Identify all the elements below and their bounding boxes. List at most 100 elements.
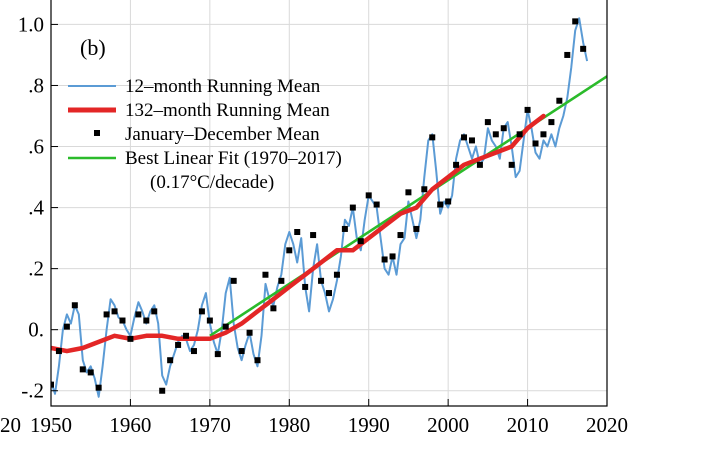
y-tick-label-0.8: .8 — [28, 73, 44, 97]
marker-annual-mean-2013 — [548, 119, 555, 126]
plot-frame — [50, 0, 608, 407]
marker-annual-mean-2000 — [445, 198, 452, 205]
marker-annual-mean-1958 — [111, 308, 118, 315]
x-tick-label-1980: 1980 — [268, 413, 310, 437]
marker-annual-mean-2011 — [532, 140, 539, 147]
marker-annual-mean-1972 — [222, 323, 229, 330]
marker-annual-mean-2009 — [516, 131, 523, 138]
marker-annual-mean-1969 — [198, 308, 205, 315]
legend-note-trend: (0.17°C/decade) — [150, 172, 274, 193]
marker-annual-mean-1985 — [326, 290, 332, 297]
y-tick-label-1: 1.0 — [18, 12, 44, 36]
marker-annual-mean-1991 — [373, 201, 380, 208]
y-tick-label-0.4: .4 — [28, 196, 44, 220]
marker-annual-mean-1984 — [318, 277, 325, 284]
marker-annual-mean-2012 — [540, 131, 547, 138]
marker-annual-mean-2004 — [476, 161, 483, 168]
x-tick-label-1950: 1950 — [30, 413, 72, 437]
legend-label-linear-fit: Best Linear Fit (1970–2017) — [125, 148, 342, 169]
marker-annual-mean-1983 — [310, 232, 317, 239]
x-tick-label-1990: 1990 — [348, 413, 390, 437]
marker-annual-mean-2014 — [556, 97, 563, 104]
marker-annual-mean-1982 — [302, 283, 309, 290]
marker-annual-mean-1960 — [127, 335, 134, 342]
marker-annual-mean-1965 — [167, 357, 174, 364]
marker-annual-mean-1952 — [63, 323, 70, 330]
marker-annual-mean-2016 — [572, 18, 579, 25]
marker-annual-mean-1951 — [55, 348, 62, 355]
marker-annual-mean-1979 — [278, 277, 285, 284]
marker-annual-mean-1973 — [230, 277, 237, 284]
x-tick-label-1970: 1970 — [189, 413, 231, 437]
y-tick-label--0.2: -.2 — [21, 379, 44, 403]
marker-annual-mean-1955 — [87, 369, 94, 376]
marker-annual-mean-1970 — [206, 317, 213, 324]
x-tick-label-clipped: 20 — [0, 413, 21, 437]
marker-annual-mean-1961 — [135, 311, 142, 318]
legend-label-132-month: 132–month Running Mean — [125, 100, 330, 121]
marker-annual-mean-1975 — [246, 329, 253, 336]
marker-annual-mean-1980 — [286, 247, 293, 254]
marker-annual-mean-1988 — [349, 204, 356, 211]
y-tick-label-0.2: .2 — [28, 257, 44, 281]
marker-annual-mean-1959 — [119, 317, 126, 324]
marker-annual-mean-1990 — [365, 192, 372, 199]
marker-annual-mean-1986 — [333, 271, 340, 278]
marker-annual-mean-1967 — [183, 332, 190, 339]
marker-annual-mean-1957 — [103, 311, 110, 318]
x-tick-label-1960: 1960 — [109, 413, 151, 437]
marker-annual-mean-1971 — [214, 351, 221, 358]
marker-annual-mean-1976 — [254, 357, 261, 364]
marker-annual-mean-1994 — [397, 232, 404, 239]
y-tick-label-0.6: .6 — [28, 135, 44, 159]
marker-annual-mean-1950 — [51, 381, 54, 388]
marker-annual-mean-1974 — [238, 348, 245, 355]
marker-annual-mean-1978 — [270, 305, 277, 312]
legend: 12–month Running Mean 132–month Running … — [68, 76, 342, 193]
marker-annual-mean-1999 — [437, 201, 444, 208]
marker-annual-mean-1996 — [413, 225, 420, 232]
marker-annual-mean-1987 — [341, 225, 348, 232]
x-tick-label-2020: 2020 — [586, 413, 628, 437]
marker-annual-mean-1962 — [143, 317, 150, 324]
marker-annual-mean-1981 — [294, 229, 301, 235]
marker-annual-mean-1998 — [429, 134, 436, 141]
axis-ticks — [50, 23, 608, 406]
panel-label: (b) — [80, 35, 106, 60]
marker-annual-mean-2017 — [580, 45, 587, 52]
marker-annual-mean-1954 — [79, 366, 86, 373]
marker-annual-mean-1989 — [357, 238, 364, 245]
marker-annual-mean-1997 — [421, 186, 428, 193]
marker-annual-mean-2010 — [524, 106, 531, 113]
marker-annual-mean-2003 — [468, 137, 475, 144]
legend-swatch-annual-mean — [94, 130, 100, 136]
x-tick-label-2010: 2010 — [507, 413, 549, 437]
grid — [50, 0, 608, 406]
marker-annual-mean-1966 — [175, 341, 182, 348]
marker-annual-mean-2002 — [461, 134, 468, 141]
marker-annual-mean-1956 — [95, 384, 102, 391]
legend-label-12-month: 12–month Running Mean — [125, 76, 321, 97]
marker-annual-mean-1995 — [405, 189, 412, 196]
marker-annual-mean-1977 — [262, 271, 269, 278]
marker-annual-mean-1953 — [71, 302, 78, 309]
marker-annual-mean-2001 — [453, 161, 460, 168]
legend-label-annual-mean: January–December Mean — [125, 124, 320, 145]
marker-annual-mean-2007 — [500, 125, 507, 132]
marker-annual-mean-2006 — [492, 131, 499, 138]
axis-tick-labels: 1950 1960 1970 1980 1990 2000 2010 202020-.20..… — [0, 12, 628, 437]
marker-annual-mean-1993 — [389, 253, 396, 260]
marker-annual-mean-1963 — [151, 308, 158, 315]
marker-annual-mean-2015 — [564, 51, 571, 58]
plot-area — [51, 17, 607, 398]
marker-annual-mean-1992 — [381, 256, 388, 263]
series-january-december-mean — [51, 18, 587, 394]
marker-annual-mean-1968 — [190, 348, 197, 355]
marker-annual-mean-2008 — [508, 161, 515, 168]
marker-annual-mean-1964 — [159, 387, 166, 394]
y-tick-label-0: 0. — [28, 318, 44, 342]
marker-annual-mean-2005 — [484, 119, 491, 126]
x-tick-label-2000: 2000 — [427, 413, 469, 437]
